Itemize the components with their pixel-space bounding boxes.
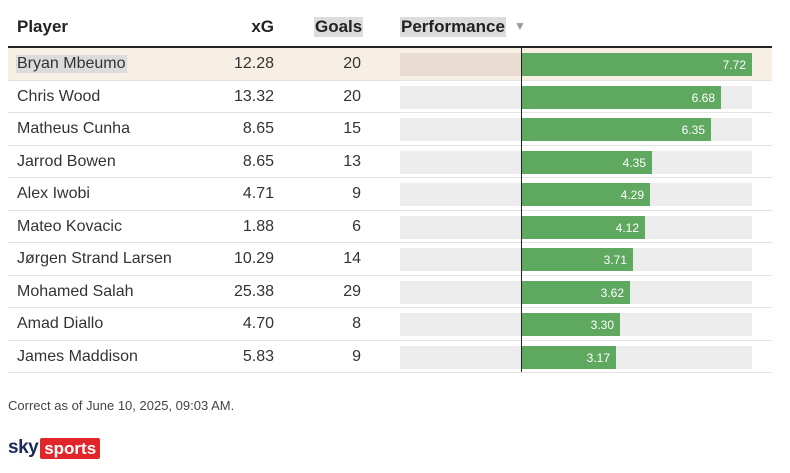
performance-bar: [522, 313, 620, 336]
footnote: Correct as of June 10, 2025, 09:03 AM.: [8, 398, 235, 413]
performance-bar: [522, 118, 711, 141]
table-header: Player xG Goals Performance ▼: [8, 10, 772, 48]
table-row[interactable]: Bryan Mbeumo 12.28 20 7.72: [8, 48, 772, 81]
column-header-performance[interactable]: Performance: [400, 17, 506, 37]
xg-value: 13.32: [233, 87, 274, 105]
performance-value-label: 3.17: [586, 350, 610, 365]
performance-bar: [522, 248, 633, 271]
xg-value: 5.83: [242, 347, 274, 365]
performance-value-label: 4.29: [620, 188, 644, 202]
column-header-goals[interactable]: Goals: [314, 17, 364, 37]
performance-bar: [522, 215, 645, 239]
player-name: Amad Diallo: [17, 315, 104, 332]
goals-value: 20: [343, 87, 361, 105]
player-name: Matheus Cunha: [17, 120, 130, 137]
player-name: Jarrod Bowen: [17, 152, 116, 170]
player-name: James Maddison: [17, 347, 138, 365]
goals-value: 9: [352, 347, 361, 365]
player-name: Mateo Kovacic: [17, 217, 122, 235]
table-row[interactable]: Mateo Kovacic 1.88 6 4.12: [8, 211, 772, 243]
table-row[interactable]: James Maddison 5.83 9 3.17: [8, 341, 772, 373]
performance-value-label: 3.71: [603, 253, 627, 267]
performance-value-label: 6.68: [691, 90, 715, 105]
sort-descending-icon[interactable]: ▼: [514, 19, 526, 33]
performance-value-label: 7.72: [722, 58, 746, 72]
performance-value-label: 4.12: [615, 220, 639, 235]
performance-value-label: 4.35: [622, 155, 646, 170]
player-name: Alex Iwobi: [17, 185, 90, 202]
performance-bar: [522, 150, 652, 174]
xg-value: 25.38: [233, 282, 274, 300]
goals-value: 29: [343, 282, 361, 300]
performance-value-label: 3.30: [590, 318, 614, 332]
player-name: Chris Wood: [17, 87, 101, 105]
performance-bar: [522, 280, 630, 304]
performance-bar: [522, 183, 650, 206]
player-name: Mohamed Salah: [17, 282, 134, 300]
column-header-player[interactable]: Player: [17, 17, 69, 36]
performance-bar: [522, 345, 616, 369]
xg-value: 1.88: [242, 217, 274, 235]
column-header-xg[interactable]: xG: [251, 17, 274, 36]
goals-value: 6: [352, 217, 361, 235]
table-row[interactable]: Alex Iwobi 4.71 9 4.29: [8, 178, 772, 211]
performance-value-label: 6.35: [681, 123, 705, 137]
logo-sky-text: sky: [8, 437, 39, 458]
player-name: Jørgen Strand Larsen: [17, 250, 172, 267]
goals-value: 15: [343, 120, 361, 137]
performance-value-label: 3.62: [600, 285, 624, 300]
table-row[interactable]: Mohamed Salah 25.38 29 3.62: [8, 276, 772, 308]
xg-value: 4.70: [242, 315, 274, 332]
goals-value: 13: [343, 152, 361, 170]
performance-bar: [522, 85, 721, 109]
performance-table: Player xG Goals Performance ▼ Bryan Mbeu…: [8, 10, 772, 373]
table-body: Bryan Mbeumo 12.28 20 7.72 Chris Wood 13.32 20…: [8, 48, 772, 373]
table-row[interactable]: Jarrod Bowen 8.65 13 4.35: [8, 146, 772, 178]
xg-value: 8.65: [242, 120, 274, 137]
goals-value: 9: [352, 185, 361, 202]
goals-value: 8: [352, 315, 361, 332]
xg-value: 8.65: [242, 152, 274, 170]
xg-value: 12.28: [233, 55, 274, 72]
logo-sports-text: sports: [40, 437, 101, 459]
performance-bar: [522, 53, 752, 76]
table-row[interactable]: Chris Wood 13.32 20 6.68: [8, 81, 772, 113]
table-row[interactable]: Matheus Cunha 8.65 15 6.35: [8, 113, 772, 146]
player-name: Bryan Mbeumo: [16, 55, 127, 73]
goals-value: 20: [343, 55, 361, 72]
xg-value: 10.29: [233, 250, 274, 267]
table-row[interactable]: Amad Diallo 4.70 8 3.30: [8, 308, 772, 341]
sky-sports-logo: sky sports: [8, 437, 101, 459]
xg-value: 4.71: [242, 185, 274, 202]
bar-baseline: [521, 47, 522, 372]
goals-value: 14: [343, 250, 361, 267]
table-row[interactable]: Jørgen Strand Larsen 10.29 14 3.71: [8, 243, 772, 276]
